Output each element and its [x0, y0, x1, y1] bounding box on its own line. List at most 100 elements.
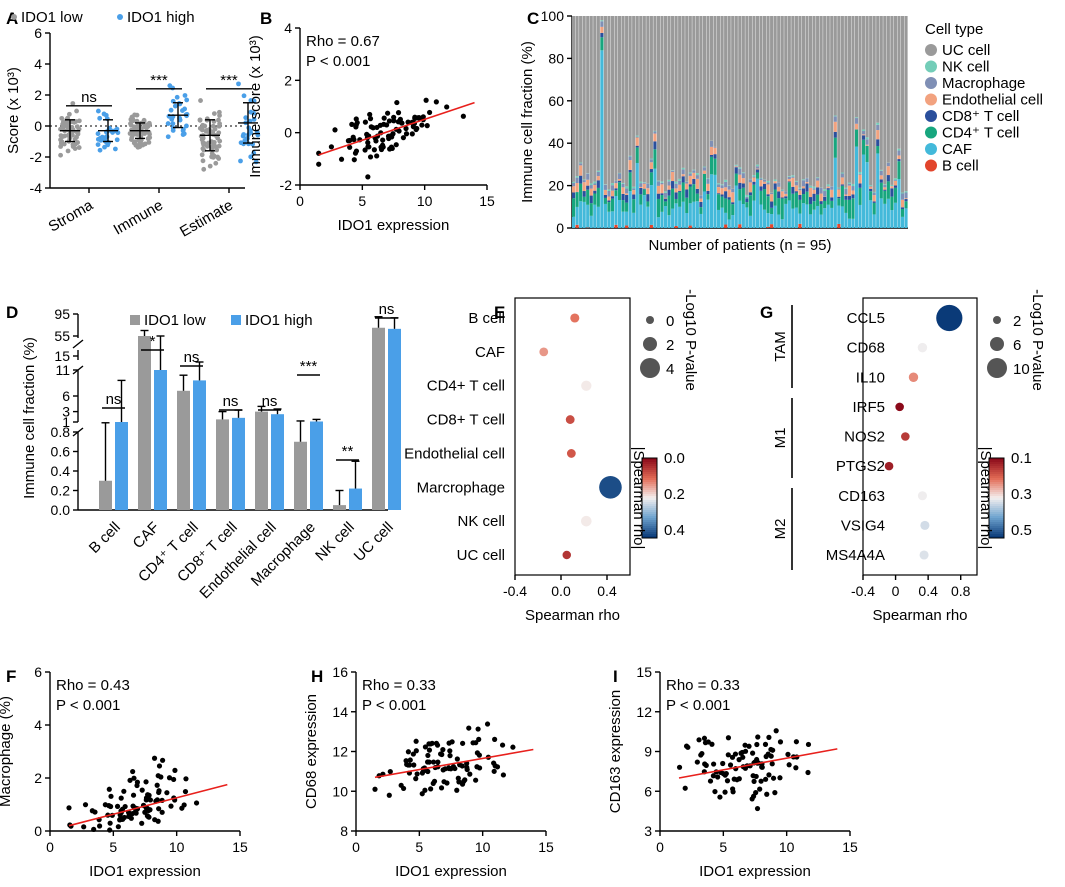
data-point — [156, 763, 163, 769]
stacked-bar-segment — [823, 208, 827, 228]
stacked-bar-segment — [745, 194, 749, 197]
stacked-bar-segment — [681, 201, 685, 228]
stacked-bar-segment — [787, 16, 791, 177]
y-tick-label: 0 — [284, 125, 292, 141]
stacked-bar-segment — [798, 16, 802, 188]
stacked-bar-segment — [787, 200, 791, 228]
significance-label: ** — [342, 443, 354, 460]
colorbar-frame — [988, 457, 1005, 539]
stacked-bar-segment — [816, 16, 820, 178]
y-tick-label: 40 — [548, 135, 564, 151]
colorbar-segment — [642, 458, 657, 461]
stacked-bar-segment — [582, 191, 586, 197]
data-point — [106, 786, 112, 792]
legend-label-high: IDO1 high — [127, 9, 195, 26]
stacked-bar-segment — [681, 16, 685, 168]
y-tick-label: 4 — [34, 717, 42, 733]
y-tick-label: 2 — [34, 87, 42, 103]
stacked-bar-segment — [879, 179, 883, 183]
stacked-bar-segment — [741, 178, 745, 184]
data-point-high — [102, 144, 107, 150]
stacked-bar-segment — [596, 187, 600, 207]
stacked-bar-segment — [692, 172, 696, 179]
data-point — [722, 772, 728, 778]
stacked-bar-segment — [731, 215, 735, 228]
stacked-bar-segment — [642, 182, 646, 183]
data-point — [134, 779, 141, 785]
y-tick-label: 100 — [541, 8, 565, 24]
data-point — [338, 156, 345, 162]
stacked-bar-segment — [706, 199, 710, 228]
stacked-bar-segment — [755, 178, 760, 228]
y-tick-label: 15 — [54, 348, 70, 364]
stacked-bar-segment — [649, 16, 653, 159]
stacked-bar-segment — [823, 189, 827, 192]
stacked-bar-segment — [572, 192, 576, 199]
stacked-bar-segment — [851, 218, 855, 228]
colorbar-segment — [642, 474, 657, 477]
stacked-bar-segment — [900, 216, 905, 228]
data-point — [454, 756, 460, 762]
stacked-bar-segment — [869, 16, 873, 186]
stacked-bar-segment — [893, 180, 897, 186]
data-point — [724, 778, 731, 784]
regression-line — [318, 101, 475, 156]
colorbar-segment — [989, 496, 1004, 499]
stacked-bar-segment — [702, 173, 706, 192]
stacked-bar-segment — [685, 181, 689, 184]
y-tick-label: 15 — [636, 664, 652, 680]
row-label: NK cell — [457, 513, 505, 530]
data-point — [424, 123, 430, 129]
data-point — [156, 788, 162, 794]
stacked-bar-segment — [816, 178, 820, 181]
y-tick-label: 0.6 — [51, 444, 71, 460]
colorbar-segment — [989, 506, 1004, 509]
x-tick-label: 0 — [46, 839, 54, 855]
stacked-bar-segment — [862, 134, 866, 136]
stacked-bar-segment — [695, 188, 699, 194]
stacked-bar-segment — [784, 191, 788, 194]
data-point — [154, 797, 160, 803]
stacked-bar-segment — [699, 207, 703, 214]
data-point — [430, 759, 437, 765]
data-point — [476, 736, 482, 742]
stacked-bar-segment — [741, 172, 745, 174]
stacked-bar-segment — [656, 185, 661, 194]
stacked-bar-segment — [709, 156, 714, 175]
data-point — [102, 802, 108, 808]
x-tick-label: 0 — [656, 839, 664, 855]
stacked-bar-segment — [734, 185, 738, 228]
stacked-bar-segment — [720, 196, 724, 208]
y-axis-label: Score (x 10³) — [5, 67, 22, 154]
data-point-high — [170, 121, 176, 127]
stacked-bar-segment — [635, 137, 639, 146]
data-point — [407, 757, 413, 763]
stacked-bar-segment — [798, 188, 802, 191]
stacked-bar-segment — [879, 16, 883, 170]
row-label: NOS2 — [844, 429, 885, 446]
stacked-bar-segment — [593, 204, 597, 228]
bar-high — [310, 421, 323, 510]
stacked-bar-segment — [713, 154, 717, 159]
data-point — [413, 776, 419, 782]
stacked-bar-segment — [586, 179, 590, 186]
stacked-bar-segment — [812, 189, 816, 194]
significance-label: ns — [262, 393, 278, 410]
stacked-bar-segment — [674, 181, 678, 184]
x-tick-label: 0 — [352, 839, 360, 855]
stacked-bar-segment — [770, 16, 774, 193]
data-point-low — [210, 123, 216, 129]
data-point — [193, 800, 200, 806]
colorbar-segment — [642, 514, 657, 517]
stacked-bar-segment — [869, 185, 873, 187]
colorbar-segment — [989, 490, 1004, 493]
colorbar-segment — [989, 536, 1004, 539]
data-point — [345, 138, 351, 144]
stacked-bar-segment — [628, 172, 632, 192]
stacked-bar-segment — [741, 173, 745, 179]
data-point — [731, 776, 737, 782]
data-point — [371, 147, 377, 153]
stacked-bar-segment — [872, 214, 876, 228]
stacked-bar-segment — [893, 187, 897, 203]
data-point-low — [201, 147, 207, 153]
